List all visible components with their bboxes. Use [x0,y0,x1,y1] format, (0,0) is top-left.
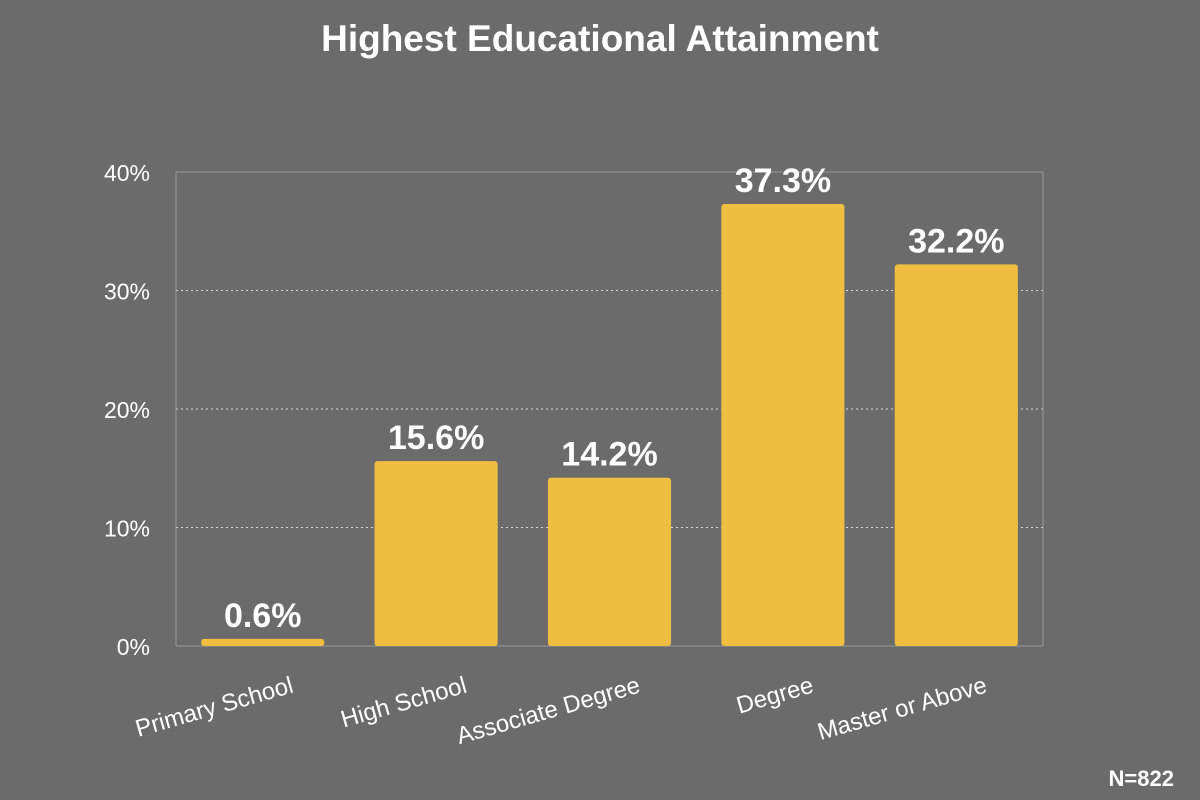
y-tick-label: 30% [104,279,150,305]
y-axis-ticks: 0% 10% 20% 30% 40% [104,160,150,660]
bar-value-label: 32.2% [908,222,1004,260]
chart-title: Highest Educational Attainment [321,18,879,59]
bar [547,477,672,646]
x-category-label: Primary School [132,672,296,743]
bar-value-label: 0.6% [224,597,302,635]
bar [721,203,845,646]
bars [201,203,1018,646]
x-category-label: High School [338,672,470,734]
bar [374,461,498,646]
bar [894,264,1018,646]
y-tick-label: 10% [104,516,150,542]
y-tick-label: 0% [117,634,150,660]
sample-size-note: N=822 [1108,766,1174,791]
x-category-label: Master or Above [815,672,990,746]
bar-value-label: 14.2% [561,436,657,474]
x-category-label: Degree [733,672,816,720]
bar [201,638,325,646]
x-category-label: Associate Degree [454,672,644,750]
bar-value-label: 15.6% [388,419,484,457]
y-tick-label: 40% [104,160,150,186]
y-tick-label: 20% [104,397,150,423]
value-labels: 0.6% 15.6% 14.2% 37.3% 32.2% [224,162,1005,635]
bar-value-label: 37.3% [735,162,831,200]
